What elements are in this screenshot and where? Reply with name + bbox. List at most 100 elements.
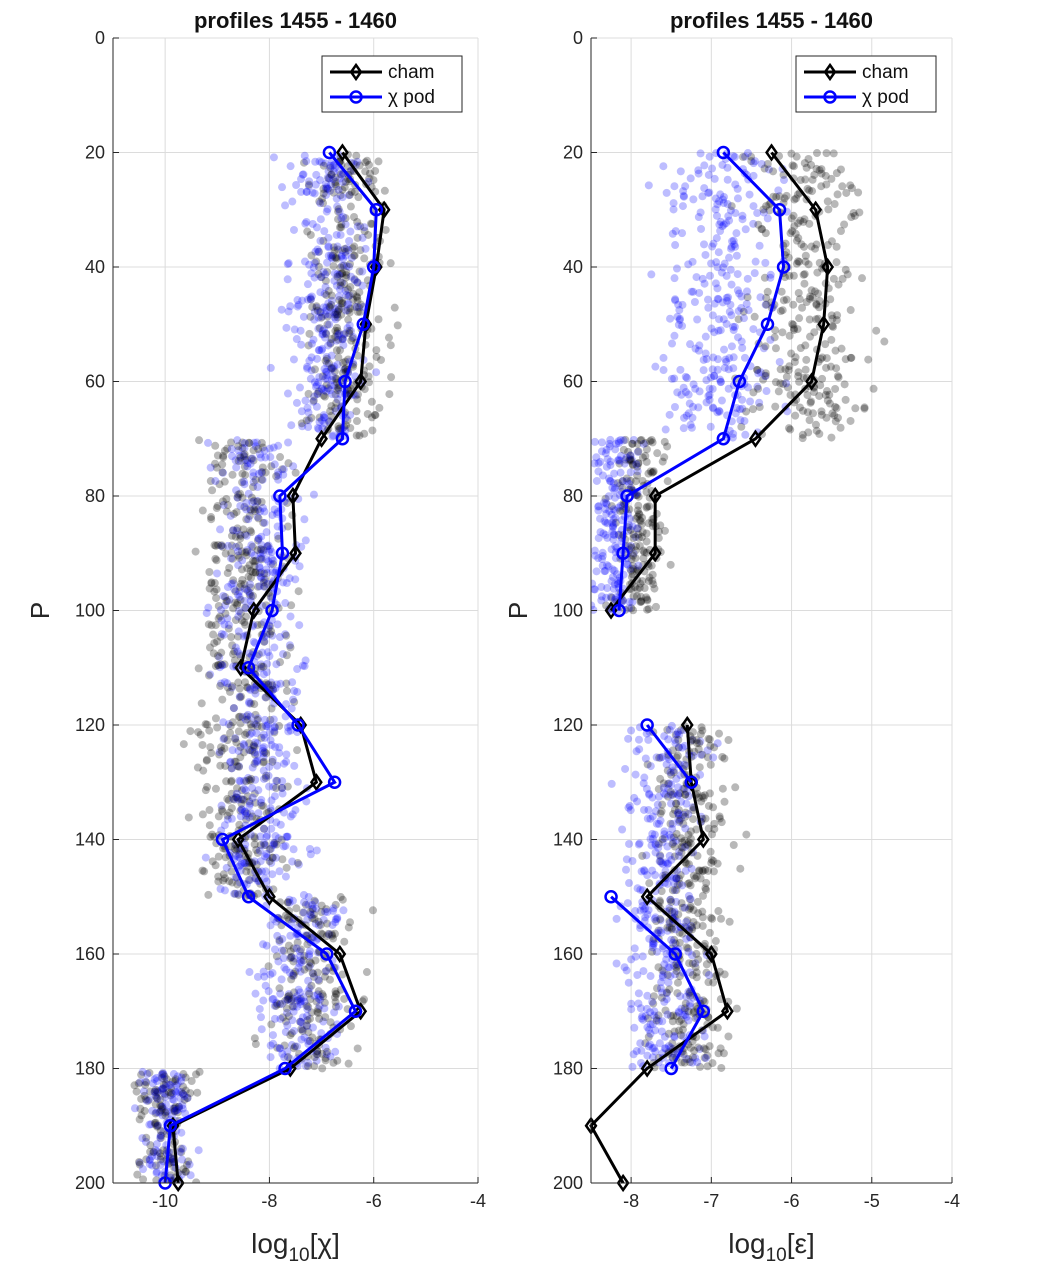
- scatter-point-cham: [655, 898, 664, 907]
- scatter-point-chipod: [319, 303, 328, 312]
- scatter-point-chipod: [648, 812, 657, 821]
- scatter-point-chipod: [709, 353, 718, 362]
- scatter-point-cham: [718, 752, 727, 761]
- scatter-point-chipod: [639, 439, 648, 448]
- legend-label: χ pod: [388, 87, 435, 108]
- scatter-point-chipod: [304, 423, 313, 432]
- scatter-point-chipod: [180, 1091, 189, 1100]
- scatter-point-cham: [668, 925, 677, 934]
- scatter-point-chipod: [731, 242, 740, 251]
- scatter-point-chipod: [706, 271, 715, 280]
- scatter-point-chipod: [271, 568, 280, 577]
- scatter-point-cham: [217, 743, 226, 752]
- scatter-point-chipod: [684, 947, 693, 956]
- legend-box: [795, 55, 937, 113]
- scatter-point-chipod: [283, 389, 292, 398]
- scatter-point-cham: [830, 200, 839, 209]
- scatter-point-chipod: [256, 450, 265, 459]
- scatter-point-cham: [140, 1106, 149, 1115]
- scatter-point-cham: [306, 907, 315, 916]
- scatter-point-cham: [242, 551, 251, 560]
- scatter-point-cham: [146, 1147, 155, 1156]
- scatter-point-cham: [647, 436, 656, 445]
- scatter-point-cham: [684, 830, 693, 839]
- scatter-point-cham: [697, 797, 706, 806]
- scatter-point-chipod: [216, 525, 225, 534]
- scatter-point-chipod: [726, 265, 735, 274]
- scatter-point-chipod: [314, 346, 323, 355]
- scatter-point-cham: [675, 789, 684, 798]
- scatter-point-cham: [825, 390, 834, 399]
- scatter-point-chipod: [220, 821, 229, 830]
- scatter-point-chipod: [175, 1104, 184, 1113]
- scatter-point-chipod: [598, 548, 607, 557]
- scatter-point-cham: [347, 336, 356, 345]
- scatter-point-chipod: [718, 195, 727, 204]
- scatter-point-chipod: [248, 763, 257, 772]
- scatter-point-cham: [812, 315, 821, 324]
- scatter-point-cham: [151, 1085, 160, 1094]
- scatter-point-cham: [268, 681, 277, 690]
- scatter-point-cham: [316, 308, 325, 317]
- scatter-point-chipod: [674, 790, 683, 799]
- scatter-point-cham: [714, 907, 723, 916]
- scatter-point-cham: [181, 1167, 190, 1176]
- scatter-point-cham: [672, 963, 681, 972]
- scatter-point-chipod: [661, 867, 670, 876]
- scatter-point-cham: [675, 874, 684, 883]
- scatter-point-cham: [157, 1106, 166, 1115]
- scatter-point-chipod: [242, 498, 251, 507]
- scatter-point-cham: [267, 627, 276, 636]
- scatter-point-chipod: [270, 723, 279, 732]
- scatter-point-cham: [320, 998, 329, 1007]
- profile-line-cham: [589, 724, 730, 1184]
- scatter-point-chipod: [224, 720, 233, 729]
- scatter-point-cham: [210, 639, 219, 648]
- scatter-point-chipod: [150, 1075, 159, 1084]
- scatter-point-chipod: [321, 1043, 330, 1052]
- scatter-point-chipod: [322, 367, 331, 376]
- scatter-point-cham: [353, 395, 362, 404]
- scatter-point-cham: [698, 726, 707, 735]
- scatter-point-chipod: [322, 966, 331, 975]
- scatter-point-chipod: [218, 661, 227, 670]
- scatter-point-cham: [184, 813, 193, 822]
- scatter-point-chipod: [707, 259, 716, 268]
- scatter-point-cham: [221, 609, 230, 618]
- scatter-point-cham: [284, 915, 293, 924]
- scatter-point-chipod: [183, 1094, 192, 1103]
- scatter-point-cham: [331, 987, 340, 996]
- scatter-point-cham: [223, 794, 232, 803]
- scatter-point-cham: [641, 438, 650, 447]
- scatter-point-cham: [631, 546, 640, 555]
- scatter-point-cham: [262, 749, 271, 758]
- scatter-point-cham: [331, 390, 340, 399]
- scatter-point-cham: [216, 660, 225, 669]
- scatter-point-cham: [627, 604, 636, 613]
- scatter-point-cham: [695, 763, 704, 772]
- scatter-point-cham: [334, 207, 343, 216]
- scatter-point-cham: [674, 910, 683, 919]
- scatter-point-chipod: [325, 930, 334, 939]
- scatter-point-chipod: [780, 176, 789, 185]
- scatter-point-chipod: [316, 215, 325, 224]
- scatter-point-chipod: [326, 338, 335, 347]
- scatter-point-chipod: [266, 804, 275, 813]
- scatter-point-chipod: [628, 1062, 637, 1071]
- scatter-point-cham: [310, 915, 319, 924]
- scatter-point-chipod: [236, 812, 245, 821]
- scatter-point-cham: [666, 560, 675, 569]
- scatter-point-cham: [626, 456, 635, 465]
- scatter-point-chipod: [336, 285, 345, 294]
- scatter-point-cham: [249, 483, 258, 492]
- scatter-point-chipod: [319, 915, 328, 924]
- x-axis-label: log10[χ]: [251, 1228, 340, 1266]
- scatter-point-chipod: [172, 1106, 181, 1115]
- legend-label: χ pod: [862, 87, 909, 108]
- scatter-point-cham: [203, 720, 212, 729]
- scatter-point-chipod: [260, 839, 269, 848]
- scatter-point-cham: [778, 328, 787, 337]
- scatter-point-cham: [253, 889, 262, 898]
- scatter-point-cham: [789, 162, 798, 171]
- scatter-point-chipod: [292, 181, 301, 190]
